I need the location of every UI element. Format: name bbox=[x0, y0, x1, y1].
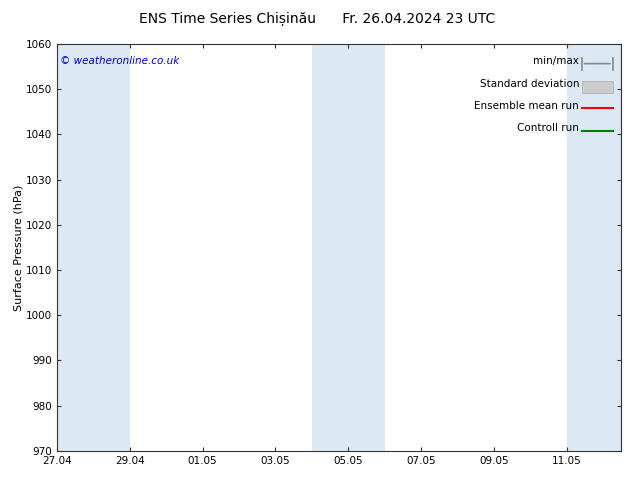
Bar bbox=[312, 44, 385, 451]
Bar bbox=[57, 44, 130, 451]
Text: © weatheronline.co.uk: © weatheronline.co.uk bbox=[60, 56, 179, 66]
Y-axis label: Surface Pressure (hPa): Surface Pressure (hPa) bbox=[13, 184, 23, 311]
Bar bbox=[582, 81, 613, 93]
Text: Standard deviation: Standard deviation bbox=[479, 79, 579, 89]
Text: Ensemble mean run: Ensemble mean run bbox=[474, 101, 579, 111]
Bar bbox=[567, 44, 621, 451]
Text: min/max: min/max bbox=[533, 56, 579, 66]
Text: ENS Time Series Chișinău      Fr. 26.04.2024 23 UTC: ENS Time Series Chișinău Fr. 26.04.2024 … bbox=[139, 12, 495, 26]
Text: Controll run: Controll run bbox=[517, 123, 579, 133]
